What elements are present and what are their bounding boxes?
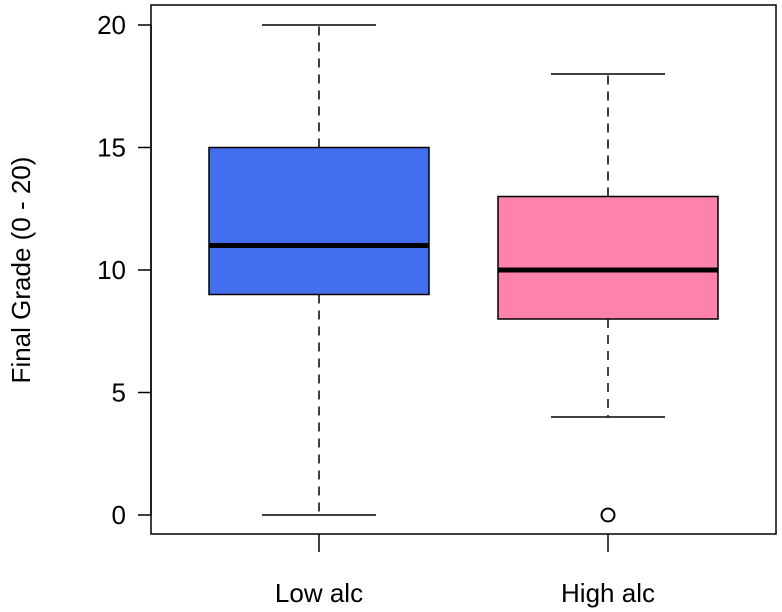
y-axis-ticks: 0 5 10 15 20 — [97, 10, 151, 530]
iqr-box — [208, 146, 430, 296]
iqr-box — [497, 195, 719, 320]
x-tick-label: High alc — [561, 578, 655, 608]
y-tick-label: 5 — [112, 378, 126, 408]
box-high-alc — [497, 73, 719, 523]
y-tick-label: 15 — [97, 133, 126, 163]
y-axis-title: Final Grade (0 - 20) — [6, 157, 36, 384]
x-tick-label: Low alc — [275, 578, 363, 608]
box-series — [208, 24, 719, 523]
box-low-alc — [208, 24, 430, 516]
x-axis-ticks: Low alc High alc — [275, 534, 655, 608]
y-tick-label: 0 — [112, 500, 126, 530]
y-tick-label: 10 — [97, 255, 126, 285]
y-tick-label: 20 — [97, 10, 126, 40]
outlier-point — [600, 507, 616, 523]
